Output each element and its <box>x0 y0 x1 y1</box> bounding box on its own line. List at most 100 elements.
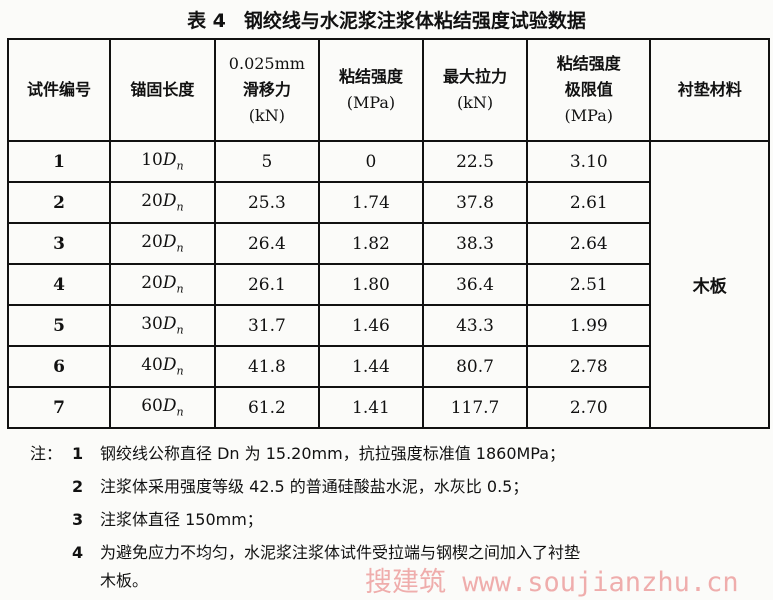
cell-max: 38.3 <box>421 222 529 265</box>
cell-max: 37.8 <box>421 181 529 224</box>
anchor-symbol: D <box>162 150 177 171</box>
cell-ult: 3.10 <box>526 140 652 183</box>
cell-ult: 2.64 <box>526 222 652 265</box>
anchor-multiplier: 20 <box>141 273 163 294</box>
cell-bond: 0 <box>317 140 424 183</box>
watermark: 搜建筑 www.soujianzhu.cn <box>365 567 739 598</box>
header-line: 0.025mm <box>228 54 305 73</box>
cell-ult: 2.70 <box>526 386 652 429</box>
header-line: 滑移力 <box>242 80 291 99</box>
column-header: 最大拉力 (kN) <box>421 38 529 142</box>
note-number: 3 <box>72 510 84 529</box>
table-title: 表 4 钢绞线与水泥浆注浆体粘结强度试验数据 <box>0 6 773 33</box>
anchor-symbol: D <box>162 273 177 294</box>
anchor-symbol: D <box>162 232 177 253</box>
column-header: 试件编号 <box>7 38 111 142</box>
header-line: 试件编号 <box>26 80 91 99</box>
cell-slip: 31.7 <box>213 304 320 347</box>
note-item: 4 为避免应力不均匀，水泥浆注浆体试件受拉端与钢楔之间加入了衬垫 <box>30 539 580 567</box>
cell-bond: 1.44 <box>317 345 424 388</box>
cell-bond: 1.41 <box>317 386 424 429</box>
header-line: (kN) <box>248 106 285 125</box>
cell-anchor: 20Dn <box>109 181 216 224</box>
header-line: 锚固长度 <box>130 80 195 99</box>
anchor-symbol: D <box>162 314 177 335</box>
table-row: 3 20Dn 26.4 1.82 38.3 2.64 <box>7 222 769 265</box>
cell-max: 43.3 <box>421 304 529 347</box>
column-header: 0.025mm 滑移力 (kN) <box>213 38 320 142</box>
cell-id: 5 <box>7 304 111 347</box>
cell-bond: 1.82 <box>317 222 424 265</box>
note-number: 2 <box>72 477 84 496</box>
note-continuation: 木板。 <box>100 571 149 590</box>
anchor-subscript: n <box>176 200 184 214</box>
cell-max: 22.5 <box>421 140 529 183</box>
cell-anchor: 40Dn <box>109 345 216 388</box>
header-line: 粘结强度 <box>556 54 621 73</box>
anchor-symbol: D <box>162 191 177 212</box>
cell-ult: 2.61 <box>526 181 652 224</box>
header-line: 极限值 <box>564 80 613 99</box>
anchor-symbol: D <box>162 396 177 417</box>
anchor-symbol: D <box>162 355 177 376</box>
cell-anchor: 30Dn <box>109 304 216 347</box>
cell-ult: 2.78 <box>526 345 652 388</box>
cell-id: 3 <box>7 222 111 265</box>
note-text: 为避免应力不均匀，水泥浆注浆体试件受拉端与钢楔之间加入了衬垫 <box>100 543 581 562</box>
cell-slip: 25.3 <box>213 181 320 224</box>
note-item: 3 注浆体直径 150mm； <box>30 506 580 539</box>
anchor-subscript: n <box>176 159 184 173</box>
cell-bond: 1.80 <box>317 263 424 306</box>
anchor-subscript: n <box>176 405 184 419</box>
note-number: 4 <box>72 543 84 562</box>
cell-anchor: 60Dn <box>109 386 216 429</box>
table-row: 5 30Dn 31.7 1.46 43.3 1.99 <box>7 304 769 347</box>
anchor-multiplier: 60 <box>141 396 163 417</box>
cell-max: 80.7 <box>421 345 529 388</box>
cell-ult: 1.99 <box>526 304 652 347</box>
table-number: 表 4 <box>187 10 226 32</box>
cell-max: 117.7 <box>421 386 529 429</box>
table-row: 6 40Dn 41.8 1.44 80.7 2.78 <box>7 345 769 388</box>
column-header: 粘结强度 (MPa) <box>317 38 424 142</box>
cell-id: 6 <box>7 345 111 388</box>
anchor-multiplier: 40 <box>141 355 163 376</box>
anchor-multiplier: 10 <box>141 150 163 171</box>
header-line: (MPa) <box>564 106 613 125</box>
header-line: 衬垫材料 <box>677 80 742 99</box>
header-line: (MPa) <box>346 93 396 112</box>
table-row: 1 10Dn 5 0 22.5 3.10 木板 <box>7 140 770 429</box>
cell-slip: 61.2 <box>213 386 320 429</box>
notes-label: 注： <box>30 444 63 463</box>
note-text: 钢绞线公称直径 Dn 为 15.20mm，抗拉强度标准值 1860MPa； <box>100 444 566 463</box>
cell-anchor: 10Dn <box>109 140 216 183</box>
cell-ult: 2.51 <box>526 263 652 306</box>
column-header: 锚固长度 <box>109 38 216 142</box>
bond-strength-table: 试件编号 锚固长度 0.025mm 滑移力 (kN) 粘结强度 (MPa) 最大拉力 (kN) 粘… <box>7 38 770 429</box>
cell-id: 2 <box>7 181 111 224</box>
cell-anchor: 20Dn <box>109 263 216 306</box>
anchor-multiplier: 20 <box>141 232 163 253</box>
anchor-subscript: n <box>176 241 184 255</box>
cell-id: 1 <box>7 140 111 183</box>
column-header: 衬垫材料 <box>649 38 770 142</box>
note-item: 2 注浆体采用强度等级 42.5 的普通硅酸盐水泥，水灰比 0.5； <box>30 473 580 506</box>
cell-bond: 1.46 <box>317 304 424 347</box>
anchor-multiplier: 30 <box>141 314 163 335</box>
cell-max: 36.4 <box>421 263 529 306</box>
header-line: 最大拉力 <box>443 67 508 86</box>
column-header: 粘结强度极限值 (MPa) <box>526 38 652 142</box>
header-line: 粘结强度 <box>338 67 403 86</box>
anchor-subscript: n <box>176 323 184 337</box>
note-item: 注： 1 钢绞线公称直径 Dn 为 15.20mm，抗拉强度标准值 1860MPa； <box>30 440 580 473</box>
table-row: 7 60Dn 61.2 1.41 117.7 2.70 <box>7 386 769 429</box>
cell-slip: 26.4 <box>213 222 320 265</box>
table-title-text: 钢绞线与水泥浆注浆体粘结强度试验数据 <box>243 10 586 32</box>
table-row: 4 20Dn 26.1 1.80 36.4 2.51 <box>7 263 769 306</box>
anchor-multiplier: 20 <box>141 191 163 212</box>
header-line: (kN) <box>456 93 494 112</box>
cell-id: 4 <box>7 263 111 306</box>
anchor-subscript: n <box>176 282 184 296</box>
header-row: 试件编号 锚固长度 0.025mm 滑移力 (kN) 粘结强度 (MPa) 最大拉力 (kN) 粘… <box>7 38 770 142</box>
